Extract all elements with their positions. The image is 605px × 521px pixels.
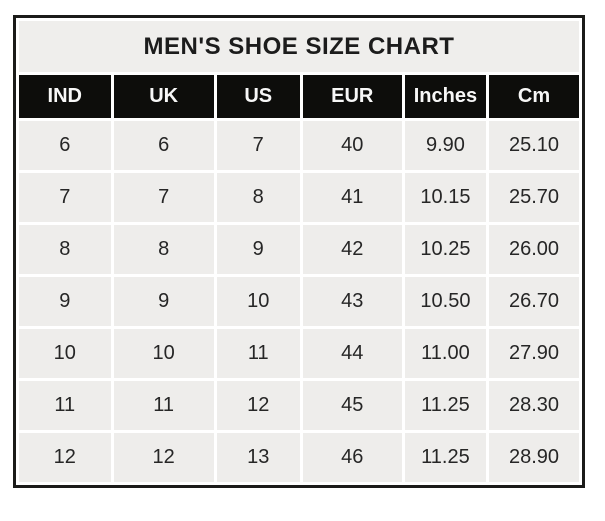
table-row: 8 8 9 42 10.25 26.00 <box>19 225 579 274</box>
table-cell: 9 <box>216 225 300 274</box>
table-cell: 12 <box>19 433 111 482</box>
column-header-inches: Inches <box>404 75 487 118</box>
table-cell: 9 <box>19 277 111 326</box>
table-cell: 7 <box>216 121 300 170</box>
table-cell: 25.10 <box>489 121 579 170</box>
table-cell: 7 <box>113 173 214 222</box>
table-cell: 8 <box>113 225 214 274</box>
table-cell: 6 <box>19 121 111 170</box>
title-row: MEN'S SHOE SIZE CHART <box>19 21 579 72</box>
table-cell: 11.00 <box>404 329 487 378</box>
table-row: 6 6 7 40 9.90 25.10 <box>19 121 579 170</box>
table-cell: 28.90 <box>489 433 579 482</box>
table-cell: 27.90 <box>489 329 579 378</box>
table-cell: 12 <box>113 433 214 482</box>
shoe-size-chart-table: MEN'S SHOE SIZE CHART IND UK US EUR Inch… <box>13 15 585 488</box>
table-row: 12 12 13 46 11.25 28.90 <box>19 433 579 482</box>
table-row: 10 10 11 44 11.00 27.90 <box>19 329 579 378</box>
table-cell: 7 <box>19 173 111 222</box>
table-cell: 9 <box>113 277 214 326</box>
column-header-cm: Cm <box>489 75 579 118</box>
table-cell: 11.25 <box>404 381 487 430</box>
table-cell: 10.25 <box>404 225 487 274</box>
chart-title: MEN'S SHOE SIZE CHART <box>19 21 579 72</box>
table-cell: 10 <box>19 329 111 378</box>
table-cell: 41 <box>302 173 402 222</box>
table-row: 9 9 10 43 10.50 26.70 <box>19 277 579 326</box>
table-cell: 11 <box>216 329 300 378</box>
table-cell: 8 <box>19 225 111 274</box>
table-cell: 9.90 <box>404 121 487 170</box>
table-row: 7 7 8 41 10.15 25.70 <box>19 173 579 222</box>
header-row: IND UK US EUR Inches Cm <box>19 75 579 118</box>
table-cell: 8 <box>216 173 300 222</box>
table-cell: 13 <box>216 433 300 482</box>
table-cell: 40 <box>302 121 402 170</box>
table-cell: 11 <box>113 381 214 430</box>
table-cell: 10.15 <box>404 173 487 222</box>
table-cell: 6 <box>113 121 214 170</box>
table-cell: 26.70 <box>489 277 579 326</box>
table-body: 6 6 7 40 9.90 25.10 7 7 8 41 10.15 25.70 8 8 9 42 10.25 2… <box>19 121 579 482</box>
table-cell: 46 <box>302 433 402 482</box>
column-header-eur: EUR <box>302 75 402 118</box>
table-row: 11 11 12 45 11.25 28.30 <box>19 381 579 430</box>
table-cell: 11.25 <box>404 433 487 482</box>
table-cell: 10.50 <box>404 277 487 326</box>
column-header-ind: IND <box>19 75 111 118</box>
column-header-us: US <box>216 75 300 118</box>
table-cell: 11 <box>19 381 111 430</box>
column-header-uk: UK <box>113 75 214 118</box>
table-cell: 43 <box>302 277 402 326</box>
table-cell: 26.00 <box>489 225 579 274</box>
table-cell: 10 <box>216 277 300 326</box>
table-cell: 44 <box>302 329 402 378</box>
table-cell: 10 <box>113 329 214 378</box>
table-cell: 42 <box>302 225 402 274</box>
table-cell: 12 <box>216 381 300 430</box>
table-cell: 25.70 <box>489 173 579 222</box>
table-cell: 45 <box>302 381 402 430</box>
table-cell: 28.30 <box>489 381 579 430</box>
